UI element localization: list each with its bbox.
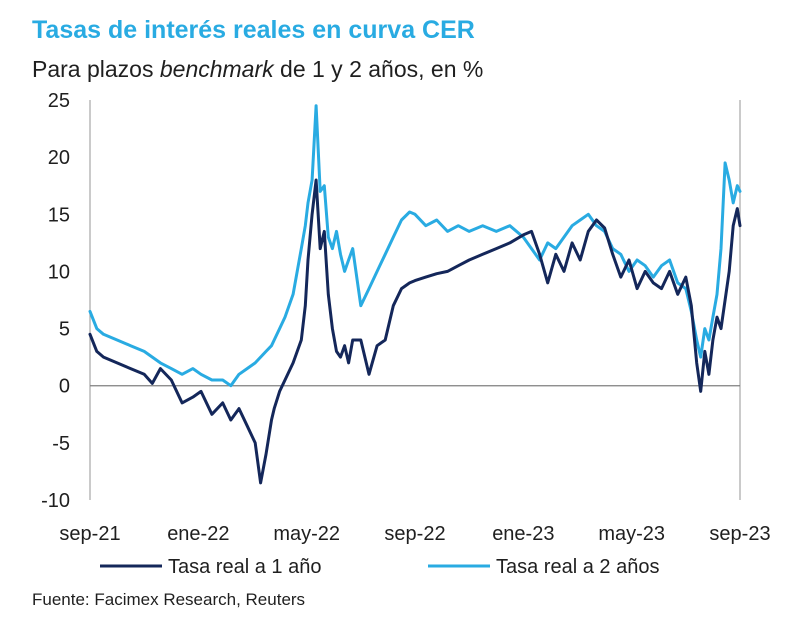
subtitle-prefix: Para plazos bbox=[32, 56, 160, 82]
y-tick-label: 20 bbox=[48, 147, 70, 169]
chart-subtitle: Para plazos benchmark de 1 y 2 años, en … bbox=[32, 56, 483, 83]
x-tick-label: ene-22 bbox=[167, 523, 229, 545]
series-line-1 bbox=[88, 178, 742, 485]
y-tick-label: -5 bbox=[52, 433, 70, 455]
x-tick-label: sep-23 bbox=[709, 523, 770, 545]
chart-title: Tasas de interés reales en curva CER bbox=[32, 16, 475, 44]
y-tick-label: 25 bbox=[48, 90, 70, 112]
subtitle-suffix: de 1 y 2 años, en % bbox=[273, 56, 484, 82]
x-tick-label: sep-22 bbox=[384, 523, 445, 545]
legend-label-1: Tasa real a 1 año bbox=[168, 556, 321, 578]
source-note: Fuente: Facimex Research, Reuters bbox=[32, 590, 306, 609]
subtitle-emphasis: benchmark bbox=[159, 56, 274, 82]
y-tick-label: 0 bbox=[59, 376, 70, 398]
legend-label-2: Tasa real a 2 años bbox=[496, 556, 659, 578]
y-tick-label: -10 bbox=[41, 490, 70, 512]
x-tick-label: may-23 bbox=[598, 523, 665, 545]
x-tick-label: may-22 bbox=[273, 523, 340, 545]
x-tick-label: sep-21 bbox=[59, 523, 120, 545]
y-tick-label: 5 bbox=[59, 319, 70, 341]
y-tick-label: 10 bbox=[48, 261, 70, 283]
x-tick-label: ene-23 bbox=[492, 523, 554, 545]
series-line-2 bbox=[88, 104, 742, 388]
y-tick-label: 15 bbox=[48, 204, 70, 226]
